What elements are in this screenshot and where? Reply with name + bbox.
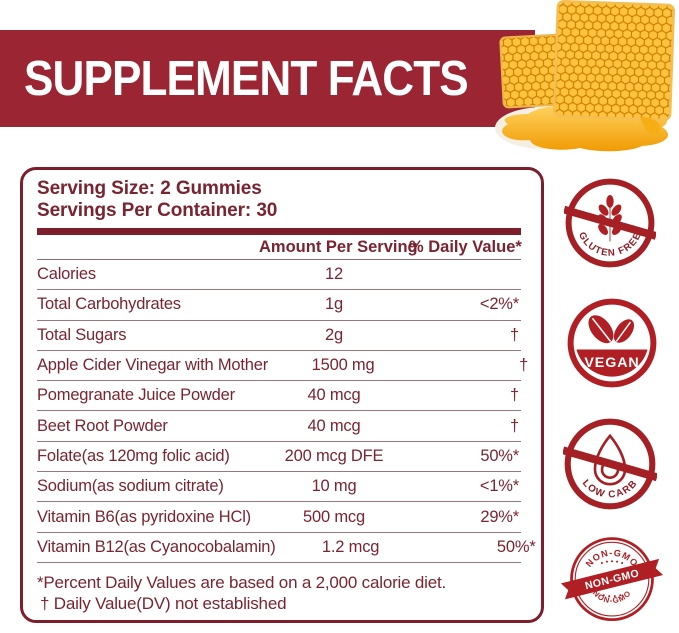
table-row: Pomegranate Juice Powder 40 mcg † (37, 381, 521, 412)
ingredient-name: Apple Cider Vinegar with Mother (37, 356, 269, 375)
ingredient-daily-value: † (510, 416, 519, 435)
table-row: Vitamin B12(as Cyanocobalamin) 1.2 mcg 5… (37, 533, 536, 563)
ingredient-amount: 40 mcg (307, 386, 361, 405)
ingredient-amount: 1.2 mcg (321, 537, 380, 556)
ingredient-amount: 1g (325, 295, 343, 314)
ingredient-daily-value: 29%* (480, 507, 519, 526)
servings-per-container: Servings Per Container: 30 (37, 200, 278, 221)
table-row: Total Sugars 2g † (37, 321, 521, 351)
slash-bar (563, 446, 657, 482)
leaves-icon (588, 315, 635, 344)
ingredient-amount: 200 mcg DFE (284, 446, 384, 465)
ingredient-daily-value: <2%* (479, 295, 519, 314)
column-header-amount: Amount Per Serving (259, 237, 418, 256)
ingredient-name: Folate(as 120mg folic acid) (37, 446, 230, 465)
ingredient-name: Total Carbohydrates (37, 295, 181, 314)
footnote-daily-values: *Percent Daily Values are based on a 2,0… (37, 572, 447, 592)
serving-size: Serving Size: 2 Gummies (37, 178, 262, 199)
table-header-row: Amount Per Serving % Daily Value* (37, 235, 522, 260)
ingredient-name: Total Sugars (37, 325, 127, 344)
table-row: Total Carbohydrates 1g <2%* (37, 290, 521, 321)
honeycomb-small-block (499, 33, 569, 109)
footnote-dagger: † Daily Value(DV) not established (40, 594, 287, 614)
slash-bar (564, 205, 656, 240)
ingredient-daily-value: † (510, 325, 519, 344)
ingredient-amount: 2g (325, 325, 343, 344)
ingredient-amount: 1500 mg (311, 356, 375, 375)
ingredient-amount: 12 (325, 265, 343, 284)
badge-label: VEGAN (584, 355, 639, 371)
table-row: Sodium(as sodium citrate) 10 mg <1%* (37, 472, 521, 503)
ingredient-daily-value: <1%* (479, 477, 519, 496)
ingredient-daily-value: 50%* (496, 537, 536, 556)
ingredient-amount: 10 mg (311, 477, 357, 496)
ingredient-name: Pomegranate Juice Powder (37, 386, 235, 405)
table-row: Beet Root Powder 40 mcg † (37, 411, 521, 442)
table-row: Folate(as 120mg folic acid) 200 mcg DFE … (37, 442, 521, 473)
footnotes: *Percent Daily Values are based on a 2,0… (37, 572, 521, 615)
ingredient-name: Calories (37, 265, 96, 284)
divider-bar (37, 228, 521, 235)
ingredient-amount: 40 mcg (307, 416, 361, 435)
ingredient-daily-value: 50%* (480, 446, 519, 465)
page-title: SUPPLEMENT FACTS (24, 51, 469, 106)
ingredient-name: Beet Root Powder (37, 416, 168, 435)
column-header-daily-value: % Daily Value* (409, 237, 522, 256)
non-gmo-badge: NON-GMO NON-GMO NON-GMO (560, 537, 664, 622)
ingredient-daily-value: † (519, 356, 529, 375)
ingredient-daily-value: † (510, 386, 519, 405)
ingredient-name: Vitamin B6(as pyridoxine HCl) (37, 507, 251, 526)
honey-drip (640, 117, 661, 135)
ingredient-name: Sodium(as sodium citrate) (37, 477, 224, 496)
vegan-badge: VEGAN (567, 298, 657, 388)
honeycomb-image (495, 0, 675, 152)
gluten-free-badge: GLUTEN FREE (564, 178, 656, 268)
ingredient-name: Vitamin B12(as Cyanocobalamin) (37, 537, 276, 556)
stamp-stars (600, 560, 624, 598)
honeycomb-large-block (552, 0, 675, 122)
ingredient-amount: 500 mcg (303, 507, 365, 526)
table-row: Apple Cider Vinegar with Mother 1500 mg … (37, 351, 528, 382)
badge-band (576, 349, 648, 377)
supplement-facts-panel: Serving Size: 2 Gummies Servings Per Con… (20, 167, 544, 623)
wheat-crossed-icon (564, 194, 656, 242)
table-row: Vitamin B6(as pyridoxine HCl) 500 mcg 29… (37, 502, 521, 533)
table-row: Calories 12 (37, 260, 521, 291)
title-banner: SUPPLEMENT FACTS (0, 30, 535, 127)
low-carb-badge: LOW CARB (563, 418, 657, 510)
